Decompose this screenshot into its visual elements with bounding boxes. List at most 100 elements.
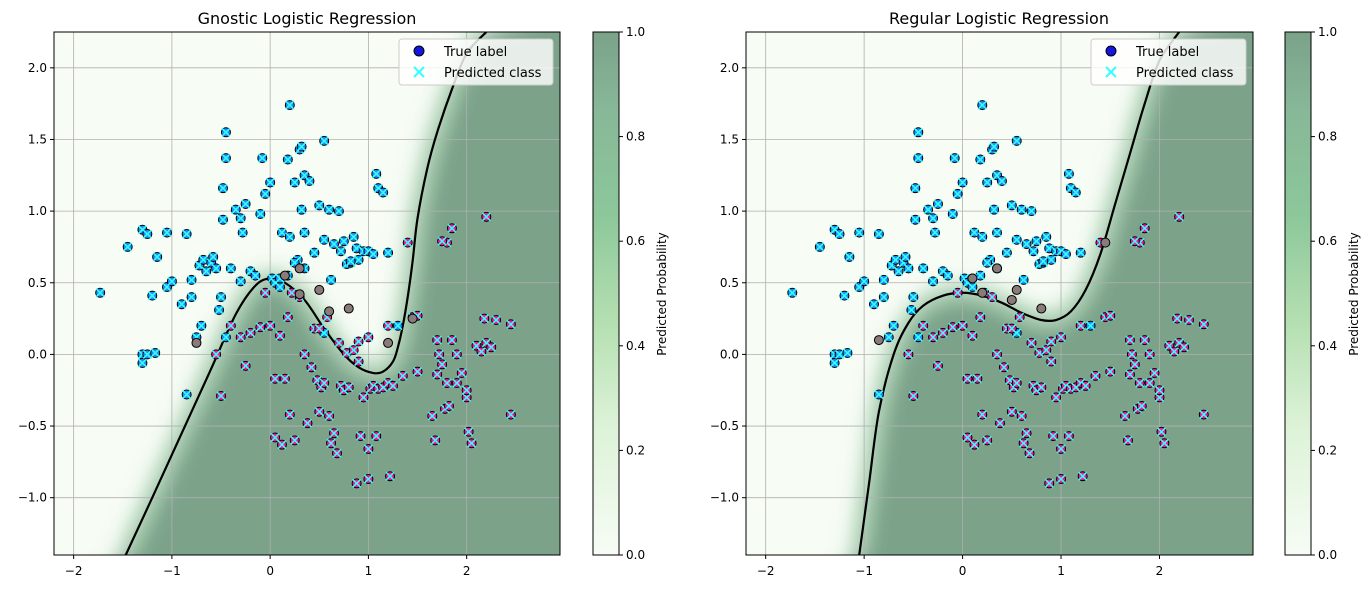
data-point-class-0 [296,141,307,152]
data-point-class-0 [1085,320,1096,331]
data-point-class-0 [930,227,941,238]
predicted-class-marker [324,411,334,421]
predicted-class-marker [314,200,324,210]
predicted-class-marker [967,331,977,341]
data-point-class-0 [230,204,241,215]
data-point-class-1 [1156,426,1167,437]
predicted-class-marker [412,367,423,377]
predicted-class-marker [1046,336,1056,347]
data-point-class-1 [1051,392,1062,403]
data-point-class-1 [1041,345,1052,356]
y-tick-label: 1.5 [720,132,739,146]
data-point-class-0 [161,227,172,238]
predicted-class-marker [1046,356,1056,367]
data-point-class-1 [1011,378,1022,389]
predicted-class-marker [290,435,300,445]
data-point-class-0 [220,332,231,343]
predicted-class-marker [913,127,923,137]
data-point-class-1 [1056,474,1067,485]
data-point-class-1 [903,349,914,360]
data-point-class-0 [296,204,307,215]
predicted-class-marker [214,305,224,315]
predicted-class-marker [933,361,943,371]
data-point-class-1 [1144,349,1155,360]
data-point-class-0 [854,227,865,238]
y-tick-label: −0.5 [710,419,739,433]
legend-predicted-class: Predicted class [1136,66,1234,81]
data-point-class-1 [211,349,222,360]
predicted-class-marker [839,291,850,301]
colorbar-tick-label: 0.2 [1318,443,1337,457]
predicted-class-marker [1154,392,1165,402]
data-point-class-0 [383,247,394,258]
predicted-class-marker [457,368,467,378]
predicted-class-marker [198,255,208,265]
data-point-class-1 [240,360,251,371]
data-point-class-1 [987,292,998,303]
data-point-class-1 [348,345,359,356]
data-point-class-1 [333,337,344,348]
predicted-class-marker [265,177,275,188]
data-point-class-0 [378,187,389,198]
predicted-class-marker [226,263,236,273]
predicted-class-marker [142,229,152,239]
predicted-class-marker [452,378,462,388]
data-point-class-1 [461,385,472,396]
data-point-class-1 [1080,380,1091,391]
data-point-class-1 [977,409,988,420]
data-point-class-0 [122,241,133,252]
data-point-class-1 [1154,392,1165,403]
predicted-class-marker [297,142,307,152]
data-point-class-1 [481,211,492,222]
data-point-class-0 [982,177,993,188]
predicted-class-marker [1012,136,1022,146]
data-point-class-1 [1016,411,1027,422]
data-point-class-0 [903,263,914,274]
predicted-class-marker [444,401,454,411]
data-point-class-1 [383,320,394,331]
predicted-class-marker [326,275,336,285]
data-point-class-1 [265,320,276,331]
predicted-class-marker [306,362,316,372]
data-point-class-0 [235,276,246,287]
misclassified-point [992,263,1003,274]
predicted-class-marker [1012,235,1022,245]
predicted-class-marker [962,374,973,384]
predicted-class-marker [1076,321,1086,331]
data-point-class-1 [1056,332,1067,343]
data-point-class-1 [1169,346,1180,357]
predicted-class-marker [918,321,928,331]
predicted-class-marker [241,199,251,209]
predicted-class-marker [894,266,904,276]
predicted-class-marker [1064,431,1074,441]
data-point-class-0 [893,266,904,277]
data-point-class-0 [1038,256,1049,267]
predicted-class-marker [1051,392,1061,402]
predicted-class-marker [1028,246,1039,256]
data-point-class-1 [1174,211,1185,222]
data-point-class-0 [900,251,911,262]
predicted-class-marker [891,255,901,265]
data-point-class-0 [913,127,924,138]
plot-title: Gnostic Logistic Regression [198,9,417,28]
data-point-class-1 [1024,448,1035,459]
data-point-class-0 [977,231,988,242]
predicted-class-marker [1149,368,1160,378]
data-point-class-1 [363,443,374,454]
data-point-class-1 [1136,400,1147,411]
data-point-class-0 [1060,249,1071,260]
predicted-class-marker [385,471,395,481]
predicted-class-marker [842,348,852,358]
predicted-class-marker [869,299,879,309]
predicted-class-marker [1105,367,1115,377]
predicted-class-marker [221,127,231,137]
data-point-class-0 [324,204,335,215]
predicted-class-marker [211,263,221,273]
predicted-class-marker [906,305,916,315]
data-point-class-1 [412,366,423,377]
data-point-class-1 [286,287,297,298]
predicted-class-marker [1081,381,1091,391]
data-point-class-1 [456,368,467,379]
data-point-class-1 [353,356,364,367]
predicted-class-marker [287,288,297,298]
